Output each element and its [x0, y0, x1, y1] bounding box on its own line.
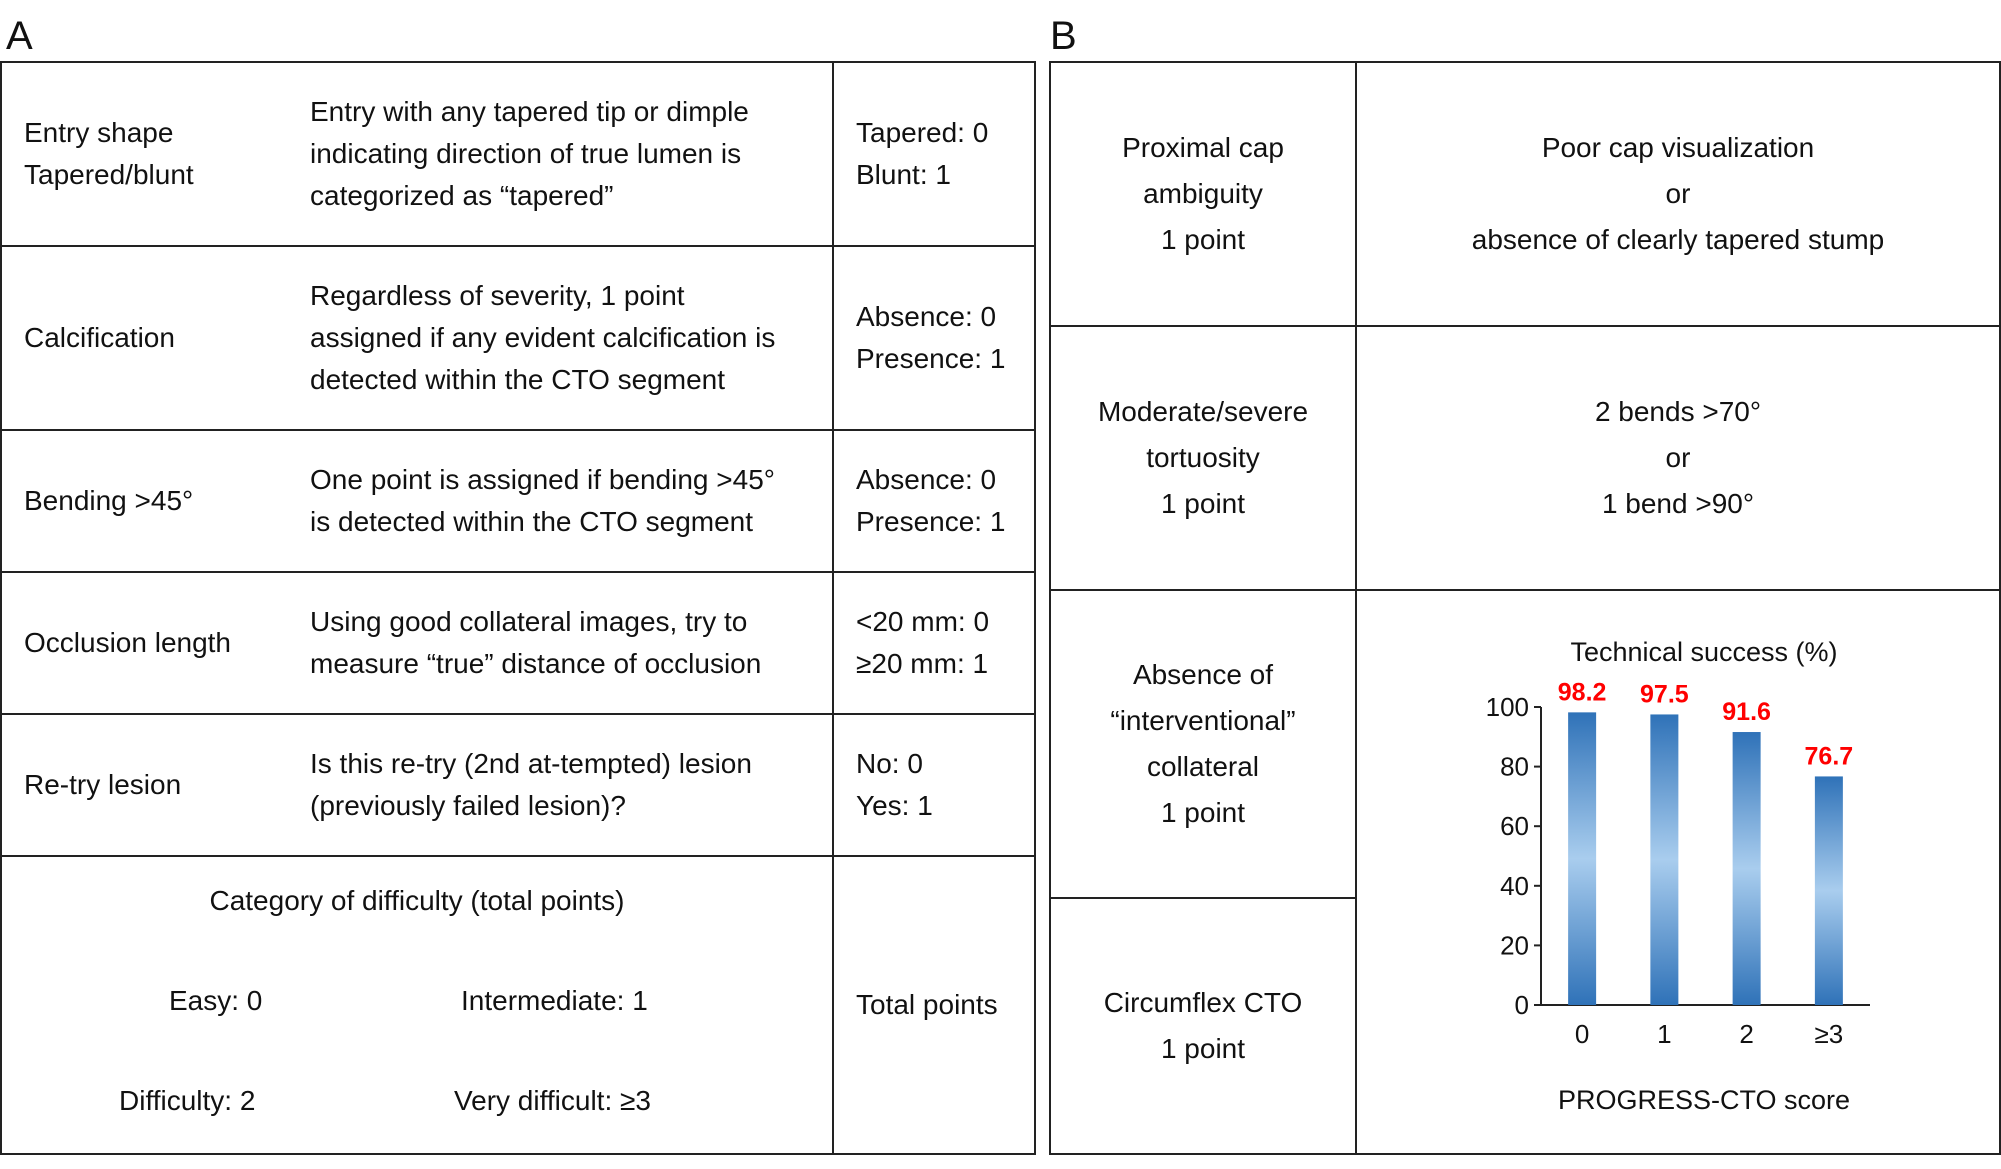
bar — [1568, 712, 1597, 1005]
predictor-text: “interventional” — [1110, 705, 1296, 736]
criterion-description: Is this re-try (2nd at-tempted) lesion — [310, 748, 752, 779]
y-tick-label: 20 — [1500, 930, 1529, 960]
category-difficulty: Difficulty: 2 — [119, 1085, 256, 1116]
criterion-row-retry-lesion: Re-try lesion Is this re-try (2nd at-tem… — [2, 715, 1034, 857]
criterion-row-occlusion-length: Occlusion length Using good collateral i… — [2, 573, 1034, 715]
y-tick-label: 60 — [1500, 811, 1529, 841]
definition-text: or — [1665, 442, 1691, 473]
predictor-tortuosity: Moderate/severe tortuosity 1 point — [1051, 327, 1355, 591]
criterion-description: measure “true” distance of occlusion — [310, 648, 762, 679]
y-tick-label: 0 — [1515, 990, 1529, 1020]
total-points-label: Total points — [856, 989, 998, 1020]
x-tick-label: 2 — [1739, 1019, 1753, 1049]
x-tick-label: 1 — [1657, 1019, 1671, 1049]
bar-value-label: 97.5 — [1640, 680, 1689, 708]
predictor-text: ambiguity — [1143, 178, 1263, 209]
technical-success-chart: Technical success (%) PROGRESS-CTO score… — [1486, 637, 1870, 1115]
panel-b-table: Proximal cap ambiguity 1 point Poor cap … — [1049, 61, 2001, 1155]
bar — [1650, 714, 1679, 1005]
criterion-points: Yes: 1 — [856, 790, 933, 821]
chart-xlabel: PROGRESS-CTO score — [1558, 1085, 1850, 1115]
definition-text: 2 bends >70° — [1594, 396, 1762, 427]
predictor-text: collateral — [1146, 751, 1260, 782]
criterion-row-bending: Bending >45° One point is assigned if be… — [2, 431, 1034, 573]
predictor-collateral: Absence of “interventional” collateral 1… — [1051, 591, 1355, 899]
chart-title: Technical success (%) — [1570, 637, 1837, 667]
criterion-points: Blunt: 1 — [856, 159, 951, 190]
criterion-description: detected within the CTO segment — [310, 364, 726, 395]
criterion-label: Occlusion length — [24, 627, 232, 658]
predictor-circumflex: Circumflex CTO 1 point — [1051, 899, 1355, 1153]
technical-success-chart-cell: Technical success (%) PROGRESS-CTO score… — [1357, 591, 1999, 1153]
y-tick-label: 100 — [1486, 692, 1529, 722]
predictor-text: Circumflex CTO — [1103, 987, 1303, 1018]
bar-value-label: 91.6 — [1722, 698, 1771, 726]
panel-b-letter: B — [1050, 14, 1077, 58]
category-very-difficult: Very difficult: ≥3 — [454, 1085, 651, 1116]
criterion-label: Re-try lesion — [24, 769, 182, 800]
criterion-points: Absence: 0 — [856, 301, 997, 332]
predictor-proximal-cap: Proximal cap ambiguity 1 point — [1051, 63, 1355, 327]
criterion-description: is detected within the CTO segment — [310, 506, 754, 537]
criterion-points: Tapered: 0 — [856, 117, 989, 148]
criterion-points: Presence: 1 — [856, 343, 1006, 374]
predictor-text: 1 point — [1160, 488, 1246, 519]
definition-text: 1 bend >90° — [1601, 488, 1755, 519]
criterion-description: Entry with any tapered tip or dimple — [310, 96, 749, 127]
criterion-description: Using good collateral images, try to — [310, 606, 748, 637]
definition-text: or — [1665, 178, 1691, 209]
criterion-points: Presence: 1 — [856, 506, 1006, 537]
criterion-points: Absence: 0 — [856, 464, 997, 495]
bar — [1814, 776, 1843, 1005]
definition-proximal-cap: Poor cap visualization or absence of cle… — [1357, 63, 1999, 327]
predictor-text: 1 point — [1160, 797, 1246, 828]
criterion-label: Bending >45° — [24, 485, 194, 516]
criterion-description: indicating direction of true lumen is — [310, 138, 742, 169]
predictor-text: Moderate/severe — [1097, 396, 1309, 427]
definition-tortuosity: 2 bends >70° or 1 bend >90° — [1357, 327, 1999, 591]
predictor-text: 1 point — [1160, 1033, 1246, 1064]
criterion-row-entry-shape: Entry shape Tapered/blunt Entry with any… — [2, 63, 1034, 247]
predictor-text: 1 point — [1160, 224, 1246, 255]
y-tick-label: 80 — [1500, 752, 1529, 782]
panel-a-letter: A — [6, 14, 33, 58]
y-tick-label: 40 — [1500, 871, 1529, 901]
criterion-points: <20 mm: 0 — [856, 606, 990, 637]
x-tick-label: ≥3 — [1815, 1019, 1844, 1049]
predictor-text: tortuosity — [1146, 442, 1260, 473]
category-title: Category of difficulty (total points) — [209, 885, 625, 916]
predictor-text: Absence of — [1132, 659, 1274, 690]
criterion-description: One point is assigned if bending >45° — [310, 464, 775, 495]
bar — [1732, 732, 1761, 1005]
criterion-label: Tapered/blunt — [24, 159, 194, 190]
definition-text: Poor cap visualization — [1541, 132, 1815, 163]
category-intermediate: Intermediate: 1 — [461, 985, 648, 1016]
criterion-row-calcification: Calcification Regardless of severity, 1 … — [2, 247, 1034, 431]
criterion-description: (previously failed lesion)? — [310, 790, 626, 821]
bar-value-label: 76.7 — [1805, 742, 1854, 770]
criterion-description: assigned if any evident calcification is — [310, 322, 776, 353]
definition-text: absence of clearly tapered stump — [1471, 224, 1885, 255]
criterion-label: Entry shape — [24, 117, 174, 148]
difficulty-category-row: Category of difficulty (total points) Ea… — [2, 857, 1034, 1153]
bar-value-label: 98.2 — [1558, 678, 1607, 706]
criterion-description: Regardless of severity, 1 point — [310, 280, 685, 311]
category-easy: Easy: 0 — [169, 985, 263, 1016]
criterion-description: categorized as “tapered” — [310, 180, 614, 211]
predictor-text: Proximal cap — [1122, 132, 1284, 163]
criterion-points: No: 0 — [856, 748, 923, 779]
criterion-points: ≥20 mm: 1 — [856, 648, 989, 679]
x-tick-label: 0 — [1575, 1019, 1589, 1049]
panel-a-table: Entry shape Tapered/blunt Entry with any… — [0, 61, 1036, 1155]
criterion-label: Calcification — [24, 322, 175, 353]
total-points-cell: Total points — [832, 857, 1034, 1153]
